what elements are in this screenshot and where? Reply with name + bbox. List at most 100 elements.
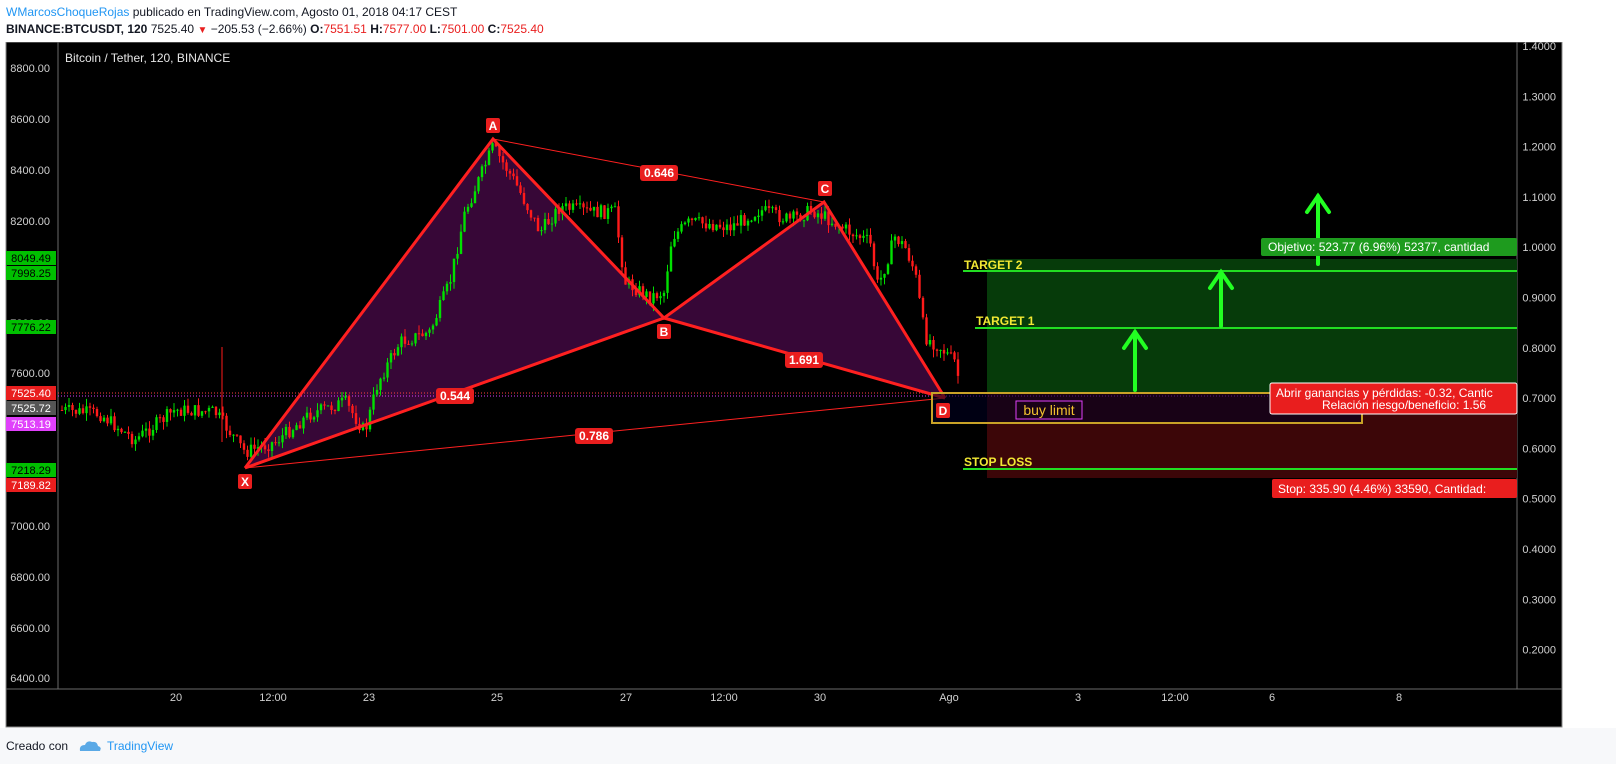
candle-body xyxy=(85,406,88,414)
candle-body xyxy=(277,442,281,444)
candle-body xyxy=(722,227,725,231)
candle-body xyxy=(449,282,452,284)
candle-body xyxy=(319,404,323,411)
author-link[interactable]: WMarcosChoqueRojas xyxy=(6,5,130,19)
publish-line: WMarcosChoqueRojas publicado en TradingV… xyxy=(6,5,457,19)
time-axis-tick: 12:00 xyxy=(710,692,738,704)
candle-body xyxy=(844,224,848,229)
time-axis-tick: 6 xyxy=(1269,692,1275,704)
ratio-xd-label: 0.786 xyxy=(579,429,609,443)
candle-body xyxy=(267,449,270,452)
candle-body xyxy=(928,339,932,345)
candle-body xyxy=(743,215,746,226)
target-1-label: TARGET 1 xyxy=(976,314,1035,328)
candle-body xyxy=(736,223,739,226)
candle-body xyxy=(953,352,956,360)
candle-body xyxy=(851,234,855,237)
price-chart[interactable]: TARGET 2 TARGET 1 STOP LOSS buy limit Ob… xyxy=(0,42,1616,728)
candle-body xyxy=(134,439,137,445)
ratio-xb-label: 0.544 xyxy=(440,389,470,403)
candle-body xyxy=(281,435,284,443)
right-axis-tick: 0.7000 xyxy=(1522,393,1556,405)
candle-body xyxy=(113,416,116,431)
candle-body xyxy=(865,234,869,236)
low-value: 7501.00 xyxy=(440,22,485,36)
candle-body xyxy=(872,243,876,267)
pnl-info-text: Abrir ganancias y pérdidas: -0.32, Canti… xyxy=(1276,386,1493,400)
candle-body xyxy=(893,236,897,241)
candle-body xyxy=(375,389,379,395)
candle-body xyxy=(753,217,757,221)
candle-body xyxy=(519,185,522,193)
candle-body xyxy=(200,411,204,416)
candle-body xyxy=(347,396,351,406)
candle-body xyxy=(680,224,683,232)
candle-body xyxy=(648,291,652,304)
candle-body xyxy=(95,408,99,417)
candle-body xyxy=(298,425,302,429)
candle-body xyxy=(431,325,435,330)
candle-body xyxy=(701,217,704,224)
candle-body xyxy=(123,431,127,433)
candle-body xyxy=(669,246,673,272)
close-label: C: xyxy=(487,22,501,36)
pattern-xab xyxy=(245,139,664,468)
right-axis-tick: 1.3000 xyxy=(1522,91,1556,103)
published-text: publicado en TradingView.com, Agosto 01,… xyxy=(129,5,458,19)
candle-body xyxy=(540,230,543,232)
candle-body xyxy=(645,291,648,297)
candle-body xyxy=(617,206,620,238)
candle-body xyxy=(932,339,935,350)
chart-title: Bitcoin / Tether, 120, BINANCE xyxy=(65,51,230,65)
candle-body xyxy=(547,218,550,225)
candle-body xyxy=(820,213,823,219)
candle-body xyxy=(445,283,449,292)
candle-body xyxy=(904,241,907,249)
candle-body xyxy=(99,416,102,422)
price-change: −205.53 (−2.66%) xyxy=(210,22,307,36)
candle-body xyxy=(921,297,925,318)
target-info-text: Objetivo: 523.77 (6.96%) 52377, cantidad xyxy=(1268,240,1489,254)
tradingview-link[interactable]: TradingView xyxy=(107,739,174,753)
left-axis-tick: 6400.00 xyxy=(10,673,50,685)
candle-body xyxy=(190,412,193,416)
candle-body xyxy=(330,405,333,411)
candle-body xyxy=(452,258,456,283)
price-badge: 7525.72 xyxy=(6,401,56,415)
candle-body xyxy=(309,412,312,420)
candle-body xyxy=(557,208,561,214)
candle-body xyxy=(456,253,459,259)
candle-body xyxy=(403,336,407,344)
candle-body xyxy=(151,429,155,436)
candle-body xyxy=(690,218,694,220)
candle-body xyxy=(225,415,228,431)
candle-body xyxy=(858,235,862,238)
time-axis-tick: 12:00 xyxy=(1161,692,1189,704)
candle-body xyxy=(484,164,487,167)
candle-body xyxy=(729,224,732,231)
candle-body xyxy=(659,296,662,299)
price-badge: 7189.82 xyxy=(6,478,56,492)
candle-body xyxy=(228,430,232,436)
candle-body xyxy=(603,205,606,219)
candle-body xyxy=(487,150,491,165)
candle-body xyxy=(778,210,781,223)
candle-body xyxy=(508,170,512,174)
candle-body xyxy=(757,215,760,218)
candle-body xyxy=(813,211,816,218)
candle-body xyxy=(781,221,785,223)
candle-body xyxy=(162,417,165,422)
right-axis-tick: 0.4000 xyxy=(1522,544,1556,556)
price-badges: 8049.49 7998.25 7776.22 7525.40 7525.72 7513.… xyxy=(6,251,56,492)
candle-body xyxy=(802,220,806,222)
symbol-label[interactable]: BINANCE:BTCUSDT, 120 xyxy=(6,22,148,36)
right-ratio-axis[interactable]: 1.4000 1.3000 1.2000 1.1000 1.0000 0.9000 0.80… xyxy=(1522,42,1556,657)
ratio-ac-label: 0.646 xyxy=(644,166,674,180)
candle-body xyxy=(683,222,687,225)
stop-info-text: Stop: 335.90 (4.46%) 33590, Cantidad: xyxy=(1278,482,1486,496)
candle-body xyxy=(568,203,571,210)
time-axis[interactable]: 20 12:00 23 25 27 12:00 30 Ago 3 12:00 6 8 xyxy=(170,692,1402,704)
candle-body xyxy=(144,428,148,431)
candle-body xyxy=(697,217,701,219)
candle-body xyxy=(613,206,617,208)
